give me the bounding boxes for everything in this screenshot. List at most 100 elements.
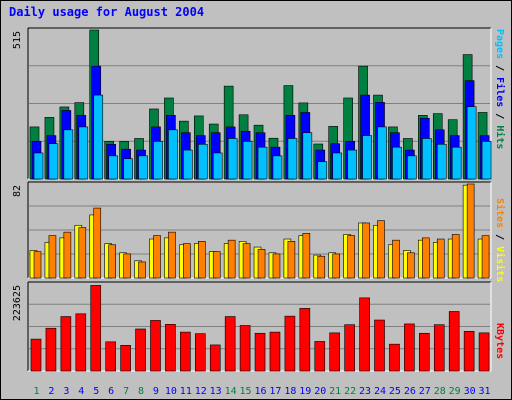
- pages-bar: [451, 146, 462, 180]
- kbytes-bar: [165, 324, 176, 372]
- kbytes-bar: [284, 315, 296, 372]
- x-tick-label: 8: [138, 386, 144, 397]
- pages-bar: [422, 138, 432, 180]
- sites-bar: [123, 253, 131, 279]
- x-tick-label: 4: [78, 386, 84, 397]
- pages-bar: [197, 143, 208, 180]
- sites-bar: [377, 220, 385, 279]
- sites-bar: [466, 183, 475, 279]
- kbytes-bar: [45, 327, 57, 372]
- pages-bar: [63, 129, 74, 180]
- x-tick-label: 17: [269, 386, 281, 397]
- pages-bar: [347, 149, 357, 180]
- chart-title: Daily usage for August 2004: [9, 5, 205, 19]
- pages-bar: [227, 138, 238, 180]
- kbytes-bar: [135, 328, 146, 372]
- pages-bar: [481, 141, 492, 180]
- legend-sites: Sites: [494, 198, 506, 228]
- kbytes-bar: [269, 331, 281, 372]
- sites-bar: [63, 231, 72, 279]
- x-tick-label: 12: [195, 386, 207, 397]
- legend-kbytes: KBytes: [494, 323, 505, 359]
- pages-bar: [377, 126, 387, 180]
- kbytes-bar: [433, 324, 445, 372]
- x-tick-label: 31: [479, 386, 491, 397]
- pages-bar: [212, 152, 223, 180]
- sites-bar: [302, 232, 311, 279]
- kbytes-bar: [374, 319, 385, 372]
- kbytes-bar: [314, 341, 326, 372]
- pages-bar: [242, 141, 253, 180]
- kbytes-bar: [419, 332, 430, 372]
- legend-top-panel: Pages / Files / Hits: [494, 29, 506, 149]
- kbytes-bar: [239, 325, 251, 372]
- sites-bar: [48, 235, 57, 279]
- pages-bar: [108, 155, 118, 180]
- sites-bar: [93, 207, 102, 279]
- kbytes-bar: [448, 311, 460, 372]
- x-tick-label: 26: [404, 386, 416, 397]
- sites-bar: [197, 241, 206, 279]
- y-max-label-2: 82: [12, 185, 23, 197]
- x-tick-label: 13: [210, 386, 222, 397]
- pages-bar: [93, 94, 104, 180]
- x-tick-label: 24: [374, 386, 386, 397]
- x-tick-label: 3: [63, 386, 69, 397]
- x-tick-label: 9: [153, 386, 159, 397]
- x-tick-label: 23: [359, 386, 371, 397]
- kbytes-bar: [30, 338, 42, 372]
- pages-bar: [302, 132, 313, 180]
- x-tick-label: 2: [48, 386, 54, 397]
- pages-bar: [153, 141, 163, 180]
- legend-hits: Hits: [494, 125, 506, 149]
- y-max-label-3: 223625: [12, 285, 23, 321]
- kbytes-bar: [404, 323, 415, 372]
- kbytes-bar: [463, 331, 475, 372]
- kbytes-bar: [60, 316, 72, 372]
- x-tick-label: 27: [419, 386, 431, 397]
- x-tick-label: 18: [284, 386, 296, 397]
- x-tick-label: 6: [108, 386, 114, 397]
- sites-bar: [212, 251, 221, 279]
- sites-bar: [78, 227, 87, 279]
- kbytes-bar: [344, 324, 355, 372]
- legend-pages: Pages: [494, 29, 505, 59]
- pages-bar: [48, 143, 59, 180]
- pages-bar: [123, 158, 133, 180]
- pages-bar: [272, 155, 283, 180]
- pages-bar: [436, 143, 447, 180]
- legend-files: Files: [494, 77, 506, 107]
- pages-bar: [78, 126, 89, 180]
- kbytes-bar: [359, 297, 370, 372]
- pages-bar: [33, 152, 44, 180]
- x-tick-label: 30: [464, 386, 476, 397]
- legend-bottom-panel: KBytes: [494, 323, 505, 359]
- pages-bar: [183, 149, 193, 180]
- pages-bar: [392, 146, 402, 180]
- sites-bar: [33, 251, 42, 279]
- sites-bar: [347, 235, 355, 279]
- pages-bar: [317, 161, 328, 180]
- sites-bar: [481, 235, 490, 279]
- x-tick-label: 11: [180, 386, 192, 397]
- sites-bar: [451, 234, 460, 279]
- kbytes-bar: [254, 332, 266, 372]
- legend-visits: Visits: [494, 246, 506, 282]
- legend-middle-panel: Sites / Visits: [494, 198, 506, 282]
- pages-bar: [362, 135, 372, 180]
- sites-bar: [407, 252, 415, 279]
- sites-bar: [242, 243, 251, 279]
- kbytes-bar: [478, 332, 490, 372]
- x-tick-label: 21: [329, 386, 341, 397]
- kbytes-bar: [90, 285, 102, 372]
- x-tick-label: 16: [254, 386, 266, 397]
- sites-bar: [183, 243, 191, 279]
- x-tick-label: 5: [93, 386, 99, 397]
- sites-bar: [108, 244, 116, 279]
- sites-bar: [153, 235, 161, 279]
- x-tick-label: 20: [314, 386, 326, 397]
- sites-bar: [287, 241, 296, 279]
- pages-bar: [168, 129, 178, 180]
- x-tick-label: 25: [389, 386, 401, 397]
